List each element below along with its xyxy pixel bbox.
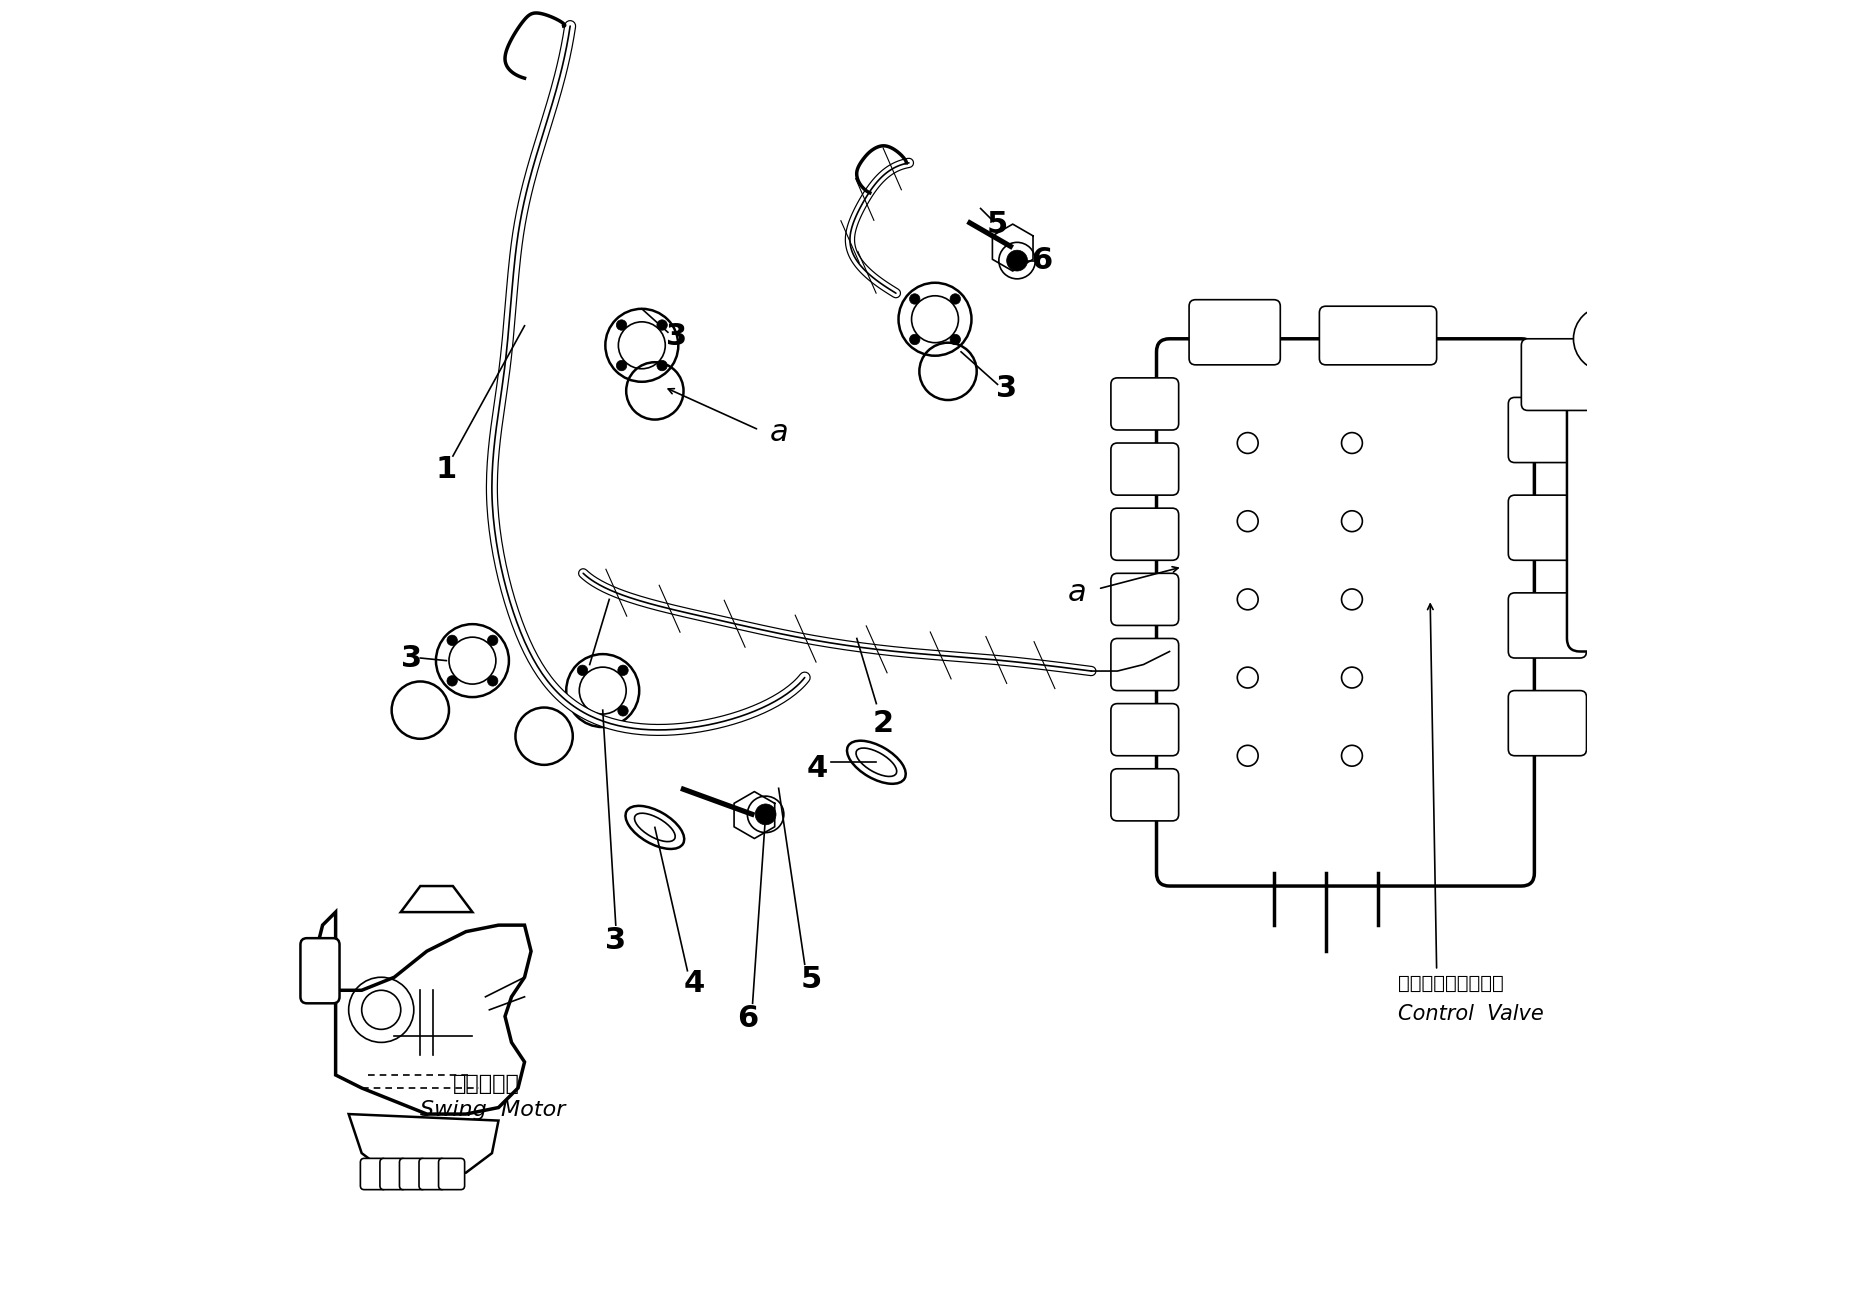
FancyBboxPatch shape	[1679, 412, 1728, 461]
Circle shape	[488, 676, 497, 687]
FancyBboxPatch shape	[439, 1158, 464, 1190]
Text: Control  Valve: Control Valve	[1397, 1003, 1543, 1024]
FancyBboxPatch shape	[1567, 391, 1698, 652]
Ellipse shape	[847, 740, 905, 784]
Text: 3: 3	[606, 926, 626, 955]
Circle shape	[999, 242, 1036, 279]
Circle shape	[1006, 250, 1027, 271]
Circle shape	[950, 293, 961, 304]
Text: a: a	[1068, 579, 1086, 607]
Ellipse shape	[625, 805, 684, 850]
Text: コントロールバルブ: コントロールバルブ	[1397, 975, 1503, 993]
Text: 4: 4	[808, 754, 828, 783]
Circle shape	[436, 624, 509, 697]
FancyBboxPatch shape	[1189, 300, 1281, 365]
FancyBboxPatch shape	[1111, 704, 1178, 756]
Circle shape	[656, 319, 668, 330]
Text: 6: 6	[1030, 246, 1053, 275]
Circle shape	[606, 309, 679, 382]
Text: 3: 3	[997, 374, 1017, 403]
Circle shape	[755, 804, 776, 825]
Circle shape	[617, 361, 626, 371]
Text: 6: 6	[737, 1005, 757, 1033]
Text: 5: 5	[987, 210, 1008, 238]
Text: 旋回モータ: 旋回モータ	[453, 1074, 520, 1095]
Text: a: a	[770, 418, 789, 447]
FancyBboxPatch shape	[380, 1158, 406, 1190]
FancyBboxPatch shape	[1509, 397, 1586, 463]
FancyBboxPatch shape	[1111, 508, 1178, 560]
FancyBboxPatch shape	[361, 1158, 387, 1190]
Circle shape	[617, 665, 628, 675]
FancyBboxPatch shape	[1509, 691, 1586, 756]
Circle shape	[567, 654, 640, 727]
FancyBboxPatch shape	[1509, 495, 1586, 560]
Circle shape	[898, 283, 972, 356]
Text: 3: 3	[400, 644, 423, 672]
FancyBboxPatch shape	[1509, 593, 1586, 658]
Circle shape	[617, 319, 626, 330]
Polygon shape	[735, 792, 774, 839]
Circle shape	[748, 796, 784, 833]
Circle shape	[656, 361, 668, 371]
FancyBboxPatch shape	[1679, 496, 1728, 546]
Polygon shape	[316, 912, 531, 1114]
FancyBboxPatch shape	[1111, 638, 1178, 691]
FancyBboxPatch shape	[1111, 378, 1178, 430]
Polygon shape	[348, 1114, 499, 1173]
Text: 3: 3	[666, 322, 688, 351]
Text: 2: 2	[871, 709, 894, 737]
Circle shape	[447, 635, 458, 645]
Text: 5: 5	[800, 966, 821, 994]
Circle shape	[1573, 306, 1638, 371]
Polygon shape	[400, 886, 473, 912]
FancyBboxPatch shape	[1522, 339, 1612, 410]
Text: Swing  Motor: Swing Motor	[421, 1100, 567, 1121]
Circle shape	[909, 335, 920, 345]
FancyBboxPatch shape	[301, 938, 340, 1003]
Text: 4: 4	[683, 969, 705, 998]
Polygon shape	[993, 224, 1032, 271]
Circle shape	[617, 706, 628, 717]
Circle shape	[578, 706, 587, 717]
FancyBboxPatch shape	[1111, 769, 1178, 821]
FancyBboxPatch shape	[400, 1158, 426, 1190]
FancyBboxPatch shape	[1679, 581, 1728, 631]
Circle shape	[578, 665, 587, 675]
FancyBboxPatch shape	[1111, 573, 1178, 625]
Circle shape	[488, 635, 497, 645]
Circle shape	[950, 335, 961, 345]
FancyBboxPatch shape	[1320, 306, 1436, 365]
FancyBboxPatch shape	[419, 1158, 445, 1190]
FancyBboxPatch shape	[1156, 339, 1535, 886]
FancyBboxPatch shape	[1111, 443, 1178, 495]
Circle shape	[909, 293, 920, 304]
Circle shape	[447, 676, 458, 687]
Text: 1: 1	[436, 455, 456, 483]
